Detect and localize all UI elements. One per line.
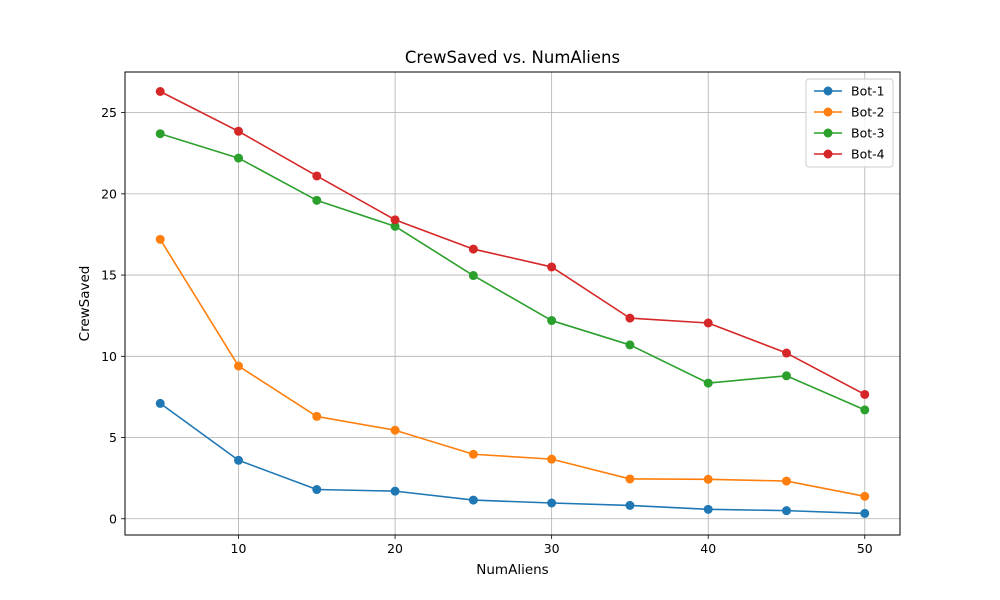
x-tick-label: 50: [857, 541, 873, 556]
data-point: [547, 316, 557, 326]
data-point: [781, 476, 791, 486]
series-line: [159, 402, 865, 515]
series-group: [155, 86, 870, 518]
data-point: [390, 215, 400, 225]
data-point: [468, 449, 478, 459]
data-point: [625, 500, 635, 510]
data-point: [860, 405, 870, 415]
y-tick-label: 20: [101, 186, 117, 201]
series-line: [159, 90, 866, 396]
data-point: [860, 508, 870, 518]
data-point: [390, 221, 400, 231]
y-tick-label: 10: [101, 349, 117, 364]
data-point: [547, 262, 557, 272]
data-point: [155, 398, 165, 408]
legend-label: Bot-3: [851, 126, 885, 141]
y-tick-label: 5: [109, 430, 117, 445]
x-tick-label: 30: [544, 541, 560, 556]
x-axis-label: NumAliens: [476, 562, 548, 578]
y-tick-label: 15: [101, 268, 117, 283]
data-point: [781, 506, 791, 516]
x-tick-label: 10: [231, 541, 247, 556]
series-bot-4: [155, 86, 870, 399]
data-point: [703, 318, 713, 328]
data-point: [468, 244, 478, 254]
x-tick-label: 40: [700, 541, 716, 556]
legend-frame: [805, 78, 894, 168]
legend-marker: [823, 86, 833, 96]
data-point: [547, 498, 557, 508]
legend-marker: [823, 107, 833, 117]
data-point: [703, 474, 713, 484]
plot-frame: [124, 71, 901, 536]
data-point: [625, 313, 635, 323]
data-point: [155, 234, 165, 244]
data-point: [234, 126, 244, 136]
legend-item: Bot-2: [814, 105, 885, 120]
legend: Bot-1 Bot-2 Bot-3 Bot-4: [805, 78, 894, 168]
x-axis-ticks: 10 20 30 40 50: [231, 535, 873, 556]
legend-item: Bot-3: [814, 126, 885, 141]
y-tick-label: 0: [109, 511, 117, 526]
gridlines: [125, 72, 900, 535]
series-line: [159, 238, 865, 498]
data-point: [781, 348, 791, 358]
data-point: [547, 454, 557, 464]
legend-marker: [823, 149, 833, 159]
legend-label: Bot-2: [851, 105, 885, 120]
legend-label: Bot-1: [851, 84, 885, 99]
x-tick-label: 20: [387, 541, 403, 556]
data-point: [703, 378, 713, 388]
series-bot-3: [155, 129, 870, 415]
data-point: [860, 389, 870, 399]
y-axis-label: CrewSaved: [77, 266, 93, 342]
data-point: [390, 425, 400, 435]
data-point: [468, 271, 478, 281]
series-bot-2: [155, 234, 870, 501]
data-point: [625, 340, 635, 350]
data-point: [234, 455, 244, 465]
legend-item: Bot-4: [814, 147, 885, 162]
data-point: [234, 153, 244, 163]
data-point: [155, 129, 165, 139]
data-point: [468, 495, 478, 505]
legend-marker: [823, 128, 833, 138]
data-point: [312, 171, 322, 181]
data-point: [860, 491, 870, 501]
data-point: [155, 86, 165, 96]
data-point: [234, 361, 244, 371]
y-tick-label: 25: [101, 105, 117, 120]
data-point: [781, 371, 791, 381]
data-point: [312, 411, 322, 421]
y-axis-ticks: 0 5 10 15 20 25: [101, 105, 125, 526]
chart-title: CrewSaved vs. NumAliens: [405, 48, 620, 67]
data-point: [625, 474, 635, 484]
series-line: [159, 132, 866, 411]
series-bot-1: [155, 398, 870, 518]
data-point: [312, 195, 322, 205]
data-point: [312, 485, 322, 495]
legend-item: Bot-1: [814, 84, 885, 99]
data-point: [390, 486, 400, 496]
data-point: [703, 504, 713, 514]
legend-label: Bot-4: [851, 147, 885, 162]
